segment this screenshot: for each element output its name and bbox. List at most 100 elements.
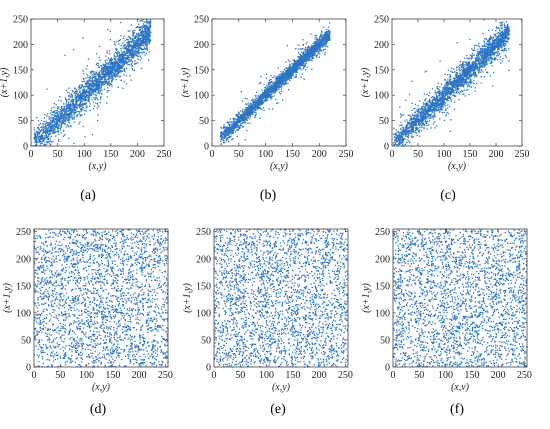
point bbox=[54, 129, 55, 130]
point bbox=[289, 74, 290, 75]
point bbox=[76, 116, 77, 117]
point bbox=[94, 106, 95, 107]
point bbox=[283, 80, 284, 81]
point bbox=[132, 61, 133, 62]
point bbox=[235, 118, 236, 119]
point bbox=[79, 92, 80, 93]
point bbox=[266, 78, 267, 79]
point bbox=[222, 139, 223, 140]
point bbox=[83, 73, 84, 74]
point bbox=[133, 45, 134, 46]
point bbox=[58, 139, 59, 140]
point bbox=[263, 107, 264, 108]
point bbox=[113, 74, 114, 75]
point bbox=[138, 39, 139, 40]
point bbox=[120, 63, 121, 64]
point bbox=[329, 22, 330, 23]
point bbox=[323, 35, 324, 36]
point bbox=[114, 41, 115, 42]
point bbox=[247, 107, 248, 108]
point bbox=[55, 135, 56, 136]
point bbox=[303, 62, 304, 63]
point bbox=[40, 139, 41, 140]
point bbox=[76, 95, 77, 96]
point bbox=[122, 55, 123, 56]
point bbox=[89, 93, 90, 94]
point bbox=[91, 74, 92, 75]
point bbox=[102, 69, 103, 70]
point bbox=[61, 106, 62, 107]
point bbox=[95, 81, 96, 82]
point bbox=[111, 81, 112, 82]
point bbox=[309, 53, 310, 54]
point bbox=[320, 34, 321, 35]
point bbox=[49, 116, 50, 117]
point bbox=[120, 60, 121, 61]
point bbox=[76, 101, 77, 102]
point bbox=[145, 22, 146, 23]
point bbox=[87, 77, 88, 78]
point bbox=[93, 83, 94, 84]
point bbox=[303, 67, 304, 68]
point bbox=[114, 56, 115, 57]
point bbox=[255, 101, 256, 102]
point bbox=[313, 54, 314, 55]
point bbox=[137, 49, 138, 50]
point bbox=[43, 126, 44, 127]
point bbox=[229, 131, 230, 132]
point bbox=[104, 84, 105, 85]
point bbox=[143, 41, 144, 42]
point bbox=[106, 74, 107, 75]
point bbox=[115, 75, 116, 76]
point bbox=[38, 139, 39, 140]
point bbox=[111, 84, 112, 85]
point bbox=[277, 102, 278, 103]
point bbox=[128, 43, 129, 44]
point bbox=[73, 49, 74, 50]
point bbox=[80, 114, 81, 115]
point bbox=[141, 20, 142, 21]
point bbox=[149, 39, 150, 40]
point bbox=[277, 83, 278, 84]
point bbox=[146, 22, 147, 23]
point bbox=[99, 57, 100, 58]
point bbox=[106, 91, 107, 92]
point bbox=[260, 97, 261, 98]
point bbox=[273, 92, 274, 93]
point bbox=[127, 48, 128, 49]
point bbox=[108, 57, 109, 58]
point bbox=[139, 44, 140, 45]
point bbox=[108, 62, 109, 63]
point bbox=[84, 100, 85, 101]
point bbox=[95, 75, 96, 76]
point bbox=[60, 132, 61, 133]
point bbox=[99, 60, 100, 61]
point bbox=[43, 129, 44, 130]
point bbox=[92, 134, 93, 135]
point bbox=[50, 113, 51, 114]
point bbox=[50, 130, 51, 131]
point bbox=[299, 68, 300, 69]
point bbox=[65, 55, 66, 56]
point bbox=[140, 34, 141, 35]
point bbox=[90, 90, 91, 91]
point bbox=[263, 84, 264, 85]
point bbox=[327, 46, 328, 47]
point bbox=[137, 59, 138, 60]
point bbox=[127, 64, 128, 65]
point bbox=[144, 49, 145, 50]
point bbox=[323, 44, 324, 45]
point bbox=[300, 69, 301, 70]
point bbox=[140, 59, 141, 60]
point bbox=[70, 114, 71, 115]
point bbox=[99, 73, 100, 74]
point bbox=[124, 55, 125, 56]
point bbox=[100, 70, 101, 71]
point bbox=[136, 27, 137, 28]
point bbox=[37, 131, 38, 132]
point bbox=[251, 113, 252, 114]
point bbox=[57, 123, 58, 124]
point bbox=[275, 83, 276, 84]
point bbox=[245, 139, 246, 140]
